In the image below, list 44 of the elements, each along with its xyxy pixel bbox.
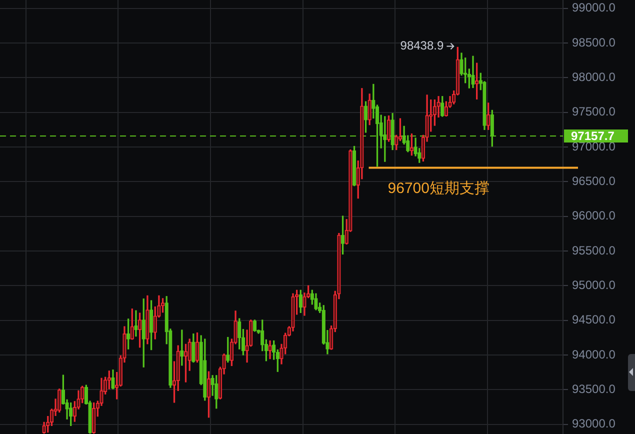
candlestick [398,118,402,142]
candlestick [142,298,146,368]
y-tick-label: 93000.0 [572,416,616,431]
y-tick-label: 98500.0 [572,35,616,50]
candlestick [192,333,196,363]
annotation: 98438.9 [400,38,444,53]
candlestick [130,308,134,340]
candlestick [134,310,138,337]
y-tick-label: 96000.0 [572,208,616,223]
candlestick [386,115,391,142]
candlestick [146,295,150,344]
candlestick [138,312,142,348]
candlestick [471,56,475,88]
candlestick [206,371,211,418]
candlestick [268,340,272,360]
candlestick [486,102,490,130]
y-tick-label: 93500.0 [572,382,616,396]
candlestick [214,375,218,409]
candlestick [314,293,318,310]
y-tick-label: 95000.0 [572,278,616,292]
y-tick-label: 94000.0 [572,347,616,362]
candlestick [340,216,345,254]
candlestick [368,94,372,126]
candlestick [184,344,188,382]
candlestick [252,320,257,332]
candlestick [352,146,356,186]
ref-line-label: 96700短期支撑 [388,180,490,197]
y-tick-label: 94500.0 [572,312,616,327]
candlestick [92,402,96,434]
candlestick [149,300,154,350]
y-tick-label: 97500.0 [572,104,616,119]
candlestick [195,332,200,363]
candlestick [203,338,207,401]
candlestick [364,101,368,133]
y-tick-label: 98000.0 [572,70,616,84]
y-tick-label: 95500.0 [572,243,616,258]
candlestick [126,318,130,350]
y-tick-label: 96500.0 [572,174,616,188]
y-tick-label: 99000.0 [572,0,616,15]
candlestick [226,336,230,363]
candlestick [440,96,444,117]
candlestick [111,370,115,390]
candlestick [58,388,62,412]
candlestick [180,330,184,366]
